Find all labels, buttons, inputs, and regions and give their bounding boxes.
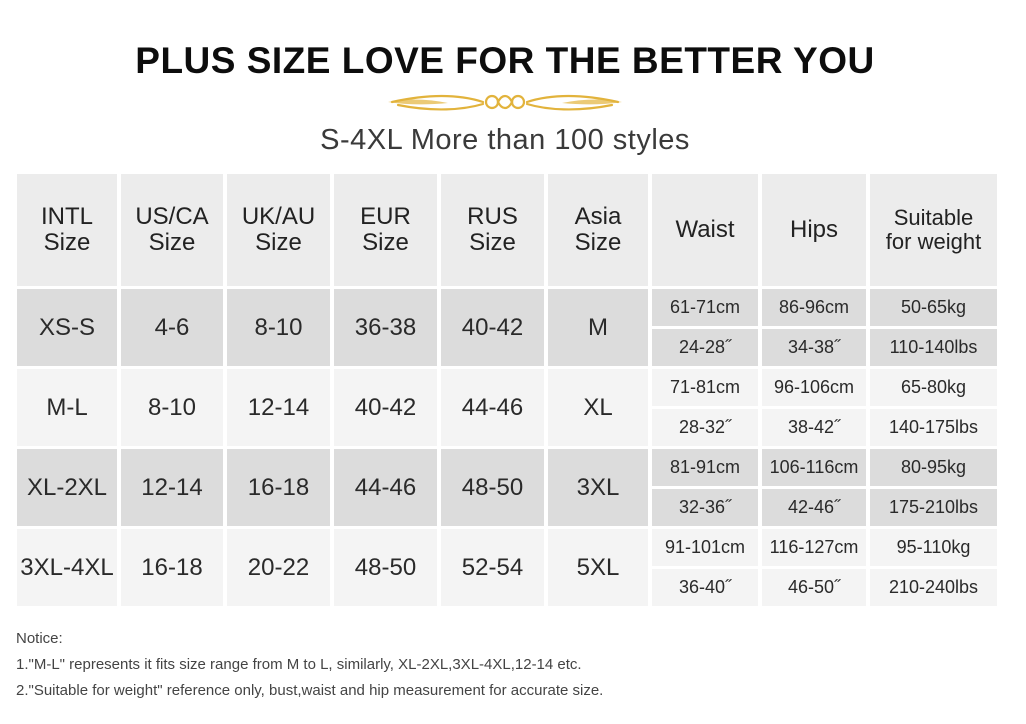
cell-hips-cm: 86-96cm [762,289,866,326]
cell-waist-in: 24-28˝ [652,329,758,366]
notice-heading: Notice: [16,630,63,647]
header-asia-size: Asia Size [548,174,648,286]
page-subtitle: S-4XL More than 100 styles [320,124,690,156]
cell-asia: M [548,289,648,366]
table-row: 36-40˝ 46-50˝ 210-240lbs [17,569,997,606]
header-us-ca-size: US/CA Size [121,174,223,286]
cell-hips-in: 42-46˝ [762,489,866,526]
cell-asia: 5XL [548,529,648,606]
cell-eur: 36-38 [334,289,437,366]
cell-us: 8-10 [121,369,223,446]
cell-us: 12-14 [121,449,223,526]
table-row: 28-32˝ 38-42˝ 140-175lbs [17,409,997,446]
header-hips: Hips [762,174,866,286]
header-waist: Waist [652,174,758,286]
cell-asia: 3XL [548,449,648,526]
header-rus-size: RUS Size [441,174,544,286]
notice-line-1: 1."M-L" represents it fits size range fr… [16,656,582,673]
notice-line-2: 2."Suitable for weight" reference only, … [16,682,604,699]
cell-intl: XL-2XL [17,449,117,526]
cell-waist-cm: 81-91cm [652,449,758,486]
cell-weight-kg: 80-95kg [870,449,997,486]
table-row: M-L 8-10 12-14 40-42 44-46 XL 71-81cm 96… [17,369,997,446]
header-eur-size: EUR Size [334,174,437,286]
table-row: 32-36˝ 42-46˝ 175-210lbs [17,489,997,526]
cell-weight-lbs: 140-175lbs [870,409,997,446]
table-row: 24-28˝ 34-38˝ 110-140lbs [17,329,997,366]
cell-waist-in: 32-36˝ [652,489,758,526]
cell-us: 4-6 [121,289,223,366]
cell-weight-kg: 65-80kg [870,369,997,406]
cell-rus: 40-42 [441,289,544,366]
table-row: XL-2XL 12-14 16-18 44-46 48-50 3XL 81-91… [17,449,997,526]
cell-eur: 48-50 [334,529,437,606]
cell-uk: 12-14 [227,369,330,446]
cell-rus: 48-50 [441,449,544,526]
table-header-row: INTL Size US/CA Size UK/AU Size EUR Size RUS… [17,174,997,286]
cell-asia: XL [548,369,648,446]
header-intl-size: INTL Size [17,174,117,286]
page-title: PLUS SIZE LOVE FOR THE BETTER YOU [135,40,875,81]
cell-hips-cm: 116-127cm [762,529,866,566]
cell-uk: 16-18 [227,449,330,526]
header-uk-au-size: UK/AU Size [227,174,330,286]
cell-uk: 8-10 [227,289,330,366]
cell-us: 16-18 [121,529,223,606]
cell-uk: 20-22 [227,529,330,606]
cell-weight-lbs: 110-140lbs [870,329,997,366]
cell-waist-cm: 71-81cm [652,369,758,406]
cell-waist-cm: 91-101cm [652,529,758,566]
cell-weight-kg: 95-110kg [870,529,997,566]
notice-block: Notice: 1."M-L" represents it fits size … [16,626,603,704]
gold-ornament-icon [388,94,622,111]
cell-hips-in: 38-42˝ [762,409,866,446]
cell-intl: M-L [17,369,117,446]
table-row: 3XL-4XL 16-18 20-22 48-50 52-54 5XL 91-1… [17,529,997,606]
cell-rus: 52-54 [441,529,544,606]
cell-weight-lbs: 210-240lbs [870,569,997,606]
cell-eur: 40-42 [334,369,437,446]
cell-intl: 3XL-4XL [17,529,117,606]
cell-rus: 44-46 [441,369,544,446]
cell-intl: XS-S [17,289,117,366]
size-chart-table: INTL Size US/CA Size UK/AU Size EUR Size RUS… [13,171,1001,609]
table-row: XS-S 4-6 8-10 36-38 40-42 M 61-71cm 86-9… [17,289,997,366]
cell-hips-cm: 106-116cm [762,449,866,486]
cell-waist-in: 36-40˝ [652,569,758,606]
cell-weight-lbs: 175-210lbs [870,489,997,526]
cell-hips-cm: 96-106cm [762,369,866,406]
cell-waist-cm: 61-71cm [652,289,758,326]
cell-hips-in: 46-50˝ [762,569,866,606]
cell-waist-in: 28-32˝ [652,409,758,446]
cell-weight-kg: 50-65kg [870,289,997,326]
header-suitable-weight: Suitable for weight [870,174,997,286]
cell-eur: 44-46 [334,449,437,526]
cell-hips-in: 34-38˝ [762,329,866,366]
